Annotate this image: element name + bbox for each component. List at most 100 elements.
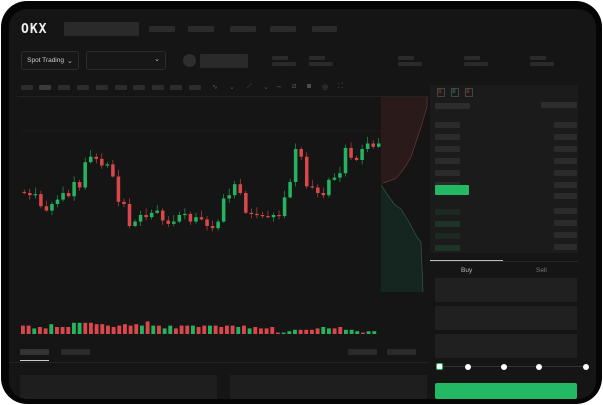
- candle-body: [194, 217, 198, 222]
- timeframe-button[interactable]: [77, 85, 89, 90]
- slider-step-100[interactable]: [583, 364, 589, 370]
- candle-body: [188, 213, 193, 222]
- settings-icon[interactable]: ◎: [322, 84, 329, 91]
- candle-body: [183, 213, 187, 216]
- timeframe-button[interactable]: [115, 85, 127, 90]
- timeframe-button[interactable]: [170, 85, 182, 90]
- depth-bids-line: [381, 184, 424, 292]
- buy-tab[interactable]: Buy: [461, 267, 473, 274]
- ask-total: [554, 193, 577, 199]
- volume-bar: [208, 325, 212, 334]
- volume-bar: [298, 329, 303, 334]
- chevron-down-icon: ⌄: [154, 56, 160, 63]
- orderbook-asks-icon[interactable]: ≡: [465, 88, 473, 97]
- candle-body: [50, 204, 54, 211]
- bid-total: [554, 220, 577, 226]
- active-tab-indicator: [20, 360, 49, 361]
- chevron-down-icon[interactable]: ⌄: [263, 84, 269, 91]
- depth-bids-area: [381, 185, 423, 292]
- candle-body: [44, 206, 49, 211]
- stat-label: [272, 56, 288, 60]
- timeframe-button[interactable]: [39, 85, 51, 90]
- slider-step-50[interactable]: [501, 364, 507, 370]
- candle-body: [299, 149, 303, 157]
- volume-bar: [140, 325, 144, 334]
- nav-item[interactable]: [149, 26, 175, 32]
- volume-bar: [162, 328, 167, 334]
- pair-dropdown[interactable]: ⌄: [86, 51, 166, 70]
- candle-body: [116, 176, 121, 202]
- last-price-badge: [435, 185, 469, 195]
- volume-bar: [355, 331, 360, 334]
- timeframe-button[interactable]: [133, 85, 145, 90]
- candle-body: [160, 210, 165, 221]
- timeframe-button[interactable]: [58, 85, 70, 90]
- timeframe-button[interactable]: [21, 85, 33, 90]
- nav-item[interactable]: [270, 26, 296, 32]
- candle-body: [149, 212, 154, 218]
- chevron-down-icon[interactable]: ⌄: [229, 84, 235, 91]
- ask-total: [554, 170, 577, 176]
- volume-bar: [270, 327, 275, 334]
- amount-input[interactable]: [435, 306, 577, 330]
- volume-bar: [230, 325, 235, 334]
- filter-button[interactable]: [387, 349, 416, 355]
- candle-body: [28, 193, 32, 196]
- candle-body: [304, 156, 309, 187]
- candle-body: [288, 182, 292, 198]
- volume-bar: [372, 331, 377, 334]
- buy-submit-button[interactable]: [435, 383, 577, 399]
- orderbook-bids-icon[interactable]: ≡: [451, 88, 459, 97]
- indicator-icon[interactable]: ∿: [212, 84, 218, 91]
- ruler-icon[interactable]: ⧄: [292, 83, 297, 90]
- volume-bar: [117, 325, 122, 334]
- tab-open-orders[interactable]: [20, 349, 49, 355]
- total-input[interactable]: [435, 334, 577, 358]
- volume-bar: [151, 325, 156, 334]
- camera-icon[interactable]: ◙: [307, 83, 312, 90]
- volume-bar: [196, 327, 201, 334]
- volume-bar: [264, 328, 269, 334]
- draw-line-icon[interactable]: ⟋: [247, 83, 252, 90]
- candle-body: [371, 143, 375, 147]
- filter-button[interactable]: [348, 349, 377, 355]
- slider-step-75[interactable]: [536, 364, 542, 370]
- volume-bar: [94, 324, 99, 334]
- orderbook-both-icon[interactable]: ≡: [437, 88, 445, 97]
- volume-bar: [179, 325, 184, 334]
- candle-body: [349, 147, 353, 158]
- fullscreen-icon[interactable]: ⛶: [338, 83, 343, 90]
- volume-bar: [185, 325, 190, 334]
- candle-body: [94, 156, 99, 159]
- volume-bar: [366, 331, 371, 334]
- market-type-dropdown[interactable]: Spot Trading ⌄: [21, 51, 79, 70]
- volume-bar: [236, 327, 241, 334]
- nav-item[interactable]: [230, 26, 256, 32]
- sell-tab[interactable]: Sell: [536, 267, 547, 274]
- order-book: [430, 85, 578, 253]
- app-screen: OKX Spot Trading ⌄ ⌄ ∿ ⌄ ⟋ ⌄ ∼ ⧄ ◙ ◎ ⛶ ≡…: [9, 9, 596, 399]
- header-price: [435, 103, 470, 109]
- candle-body: [88, 156, 93, 163]
- volume-bar: [128, 325, 133, 334]
- trend-icon[interactable]: ∼: [276, 84, 282, 91]
- timeframe-button[interactable]: [189, 85, 201, 90]
- okx-logo[interactable]: OKX: [21, 22, 48, 37]
- timeframe-button[interactable]: [152, 85, 164, 90]
- leverage-slider-handle[interactable]: [436, 363, 443, 370]
- timeframe-button[interactable]: [96, 85, 108, 90]
- candlestick-chart[interactable]: [9, 97, 429, 337]
- tab-order-history[interactable]: [61, 349, 90, 355]
- leverage-slider-track[interactable]: [440, 366, 588, 367]
- volume-bar: [60, 327, 65, 334]
- search-bar[interactable]: [64, 22, 139, 36]
- nav-item[interactable]: [312, 26, 337, 32]
- slider-step-25[interactable]: [465, 364, 471, 370]
- candle-body: [210, 226, 215, 229]
- candle-body: [100, 158, 104, 166]
- candle-body: [72, 182, 76, 197]
- nav-item[interactable]: [188, 26, 214, 32]
- volume-bar: [327, 328, 331, 334]
- volume-bar: [49, 324, 54, 334]
- price-input[interactable]: [435, 278, 577, 302]
